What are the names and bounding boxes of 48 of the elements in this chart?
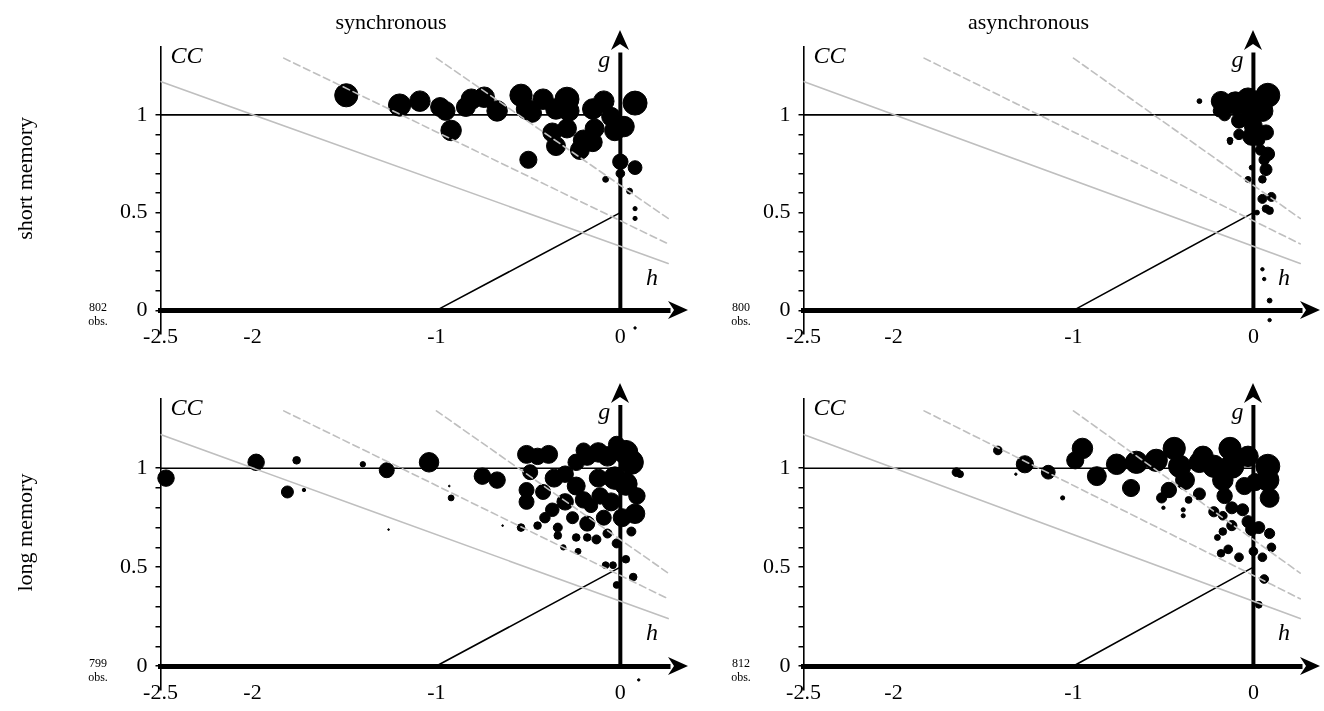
- y-tick-label: 0.5: [120, 552, 148, 578]
- chart-title: asynchronous: [968, 8, 1089, 34]
- chart-title: synchronous: [335, 8, 447, 34]
- y-axis-title: g: [598, 45, 611, 72]
- x-tick-label: 0: [1247, 679, 1259, 705]
- text: 812 obs.: [731, 656, 751, 685]
- text: 799 obs.: [88, 656, 108, 685]
- text: long memory: [11, 473, 37, 592]
- x-tick-label: -2: [884, 323, 903, 349]
- y-tick-label: 1: [779, 454, 791, 480]
- y-axis-title: g: [1231, 45, 1244, 72]
- y-axis-title: g: [598, 398, 611, 425]
- x-tick-label: 0: [1247, 323, 1259, 349]
- y-tick-label: 0: [779, 296, 791, 322]
- y-tick-label: 1: [136, 100, 148, 126]
- x-tick-label: -2.5: [143, 679, 178, 705]
- y-tick-label: 1: [136, 454, 148, 480]
- annotation: CC: [813, 394, 847, 421]
- text: 800 obs.: [731, 300, 751, 329]
- text: 802 obs.: [88, 300, 108, 329]
- x-tick-label: -2.5: [786, 323, 821, 349]
- y-tick-label: 0: [779, 651, 791, 677]
- x-tick-label: -1: [1064, 323, 1083, 349]
- x-tick-label: -2: [243, 679, 262, 705]
- x-tick-label: 0: [614, 323, 626, 349]
- text: short memory: [11, 116, 37, 240]
- x-axis-title: h: [646, 619, 658, 646]
- x-tick-label: -2.5: [143, 323, 178, 349]
- annotation: CC: [170, 41, 204, 68]
- annotation: CC: [170, 394, 204, 421]
- x-axis-title: h: [1278, 619, 1290, 646]
- x-axis-title: h: [1278, 263, 1290, 290]
- y-tick-label: 0.5: [120, 198, 148, 224]
- x-tick-label: -2.5: [786, 679, 821, 705]
- x-tick-label: -1: [1064, 679, 1083, 705]
- y-axis-title: g: [1231, 398, 1244, 425]
- x-tick-label: -2: [243, 323, 262, 349]
- y-tick-label: 0: [136, 651, 148, 677]
- y-tick-label: 0: [136, 296, 148, 322]
- x-tick-label: 0: [614, 679, 626, 705]
- y-tick-label: 0.5: [763, 198, 791, 224]
- x-tick-label: -2: [884, 679, 903, 705]
- x-axis-title: h: [646, 263, 658, 290]
- y-tick-label: 0.5: [763, 552, 791, 578]
- x-tick-label: -1: [427, 679, 446, 705]
- annotation: CC: [813, 41, 847, 68]
- x-tick-label: -1: [427, 323, 446, 349]
- y-tick-label: 1: [779, 100, 791, 126]
